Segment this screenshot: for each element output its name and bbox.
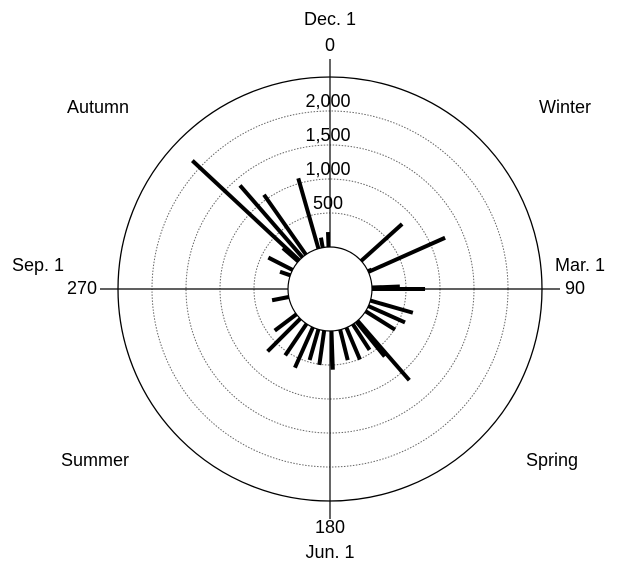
bar bbox=[367, 304, 406, 325]
bar bbox=[351, 323, 372, 351]
bar bbox=[367, 235, 446, 274]
bar bbox=[271, 295, 290, 303]
angular-tick-label: 90 bbox=[565, 278, 585, 298]
bar bbox=[326, 232, 331, 248]
bar bbox=[267, 255, 294, 272]
bar bbox=[338, 329, 350, 361]
bar bbox=[318, 237, 325, 248]
season-label: Autumn bbox=[67, 97, 129, 117]
bar bbox=[296, 177, 321, 250]
bar bbox=[344, 326, 362, 361]
angular-tick-label: 180 bbox=[315, 517, 345, 537]
bar bbox=[317, 330, 327, 366]
bar bbox=[369, 298, 414, 315]
bar bbox=[238, 184, 304, 259]
inner-circle bbox=[287, 246, 373, 332]
bar bbox=[262, 193, 308, 256]
bar bbox=[266, 317, 302, 353]
radial-tick-label: 1,500 bbox=[305, 125, 350, 145]
angular-tick-label: 0 bbox=[325, 35, 335, 55]
bar bbox=[329, 330, 335, 370]
bar bbox=[279, 269, 291, 278]
radial-tick-label: 1,000 bbox=[305, 159, 350, 179]
month-label: Jun. 1 bbox=[305, 542, 354, 562]
season-label: Winter bbox=[539, 97, 591, 117]
bar bbox=[364, 309, 397, 332]
season-label: Spring bbox=[526, 450, 578, 470]
bar bbox=[273, 312, 298, 333]
bar bbox=[293, 326, 315, 369]
bar bbox=[359, 222, 404, 263]
month-label: Mar. 1 bbox=[555, 255, 605, 275]
radial-tick-label: 500 bbox=[313, 193, 343, 213]
bar bbox=[190, 159, 301, 262]
season-label: Summer bbox=[61, 450, 129, 470]
bar bbox=[354, 320, 387, 358]
bar bbox=[283, 322, 309, 357]
month-label: Sep. 1 bbox=[12, 255, 64, 275]
bar bbox=[307, 328, 321, 361]
month-label: Dec. 1 bbox=[304, 9, 356, 29]
radial-tick-label: 2,000 bbox=[305, 91, 350, 111]
angular-tick-label: 270 bbox=[67, 278, 97, 298]
